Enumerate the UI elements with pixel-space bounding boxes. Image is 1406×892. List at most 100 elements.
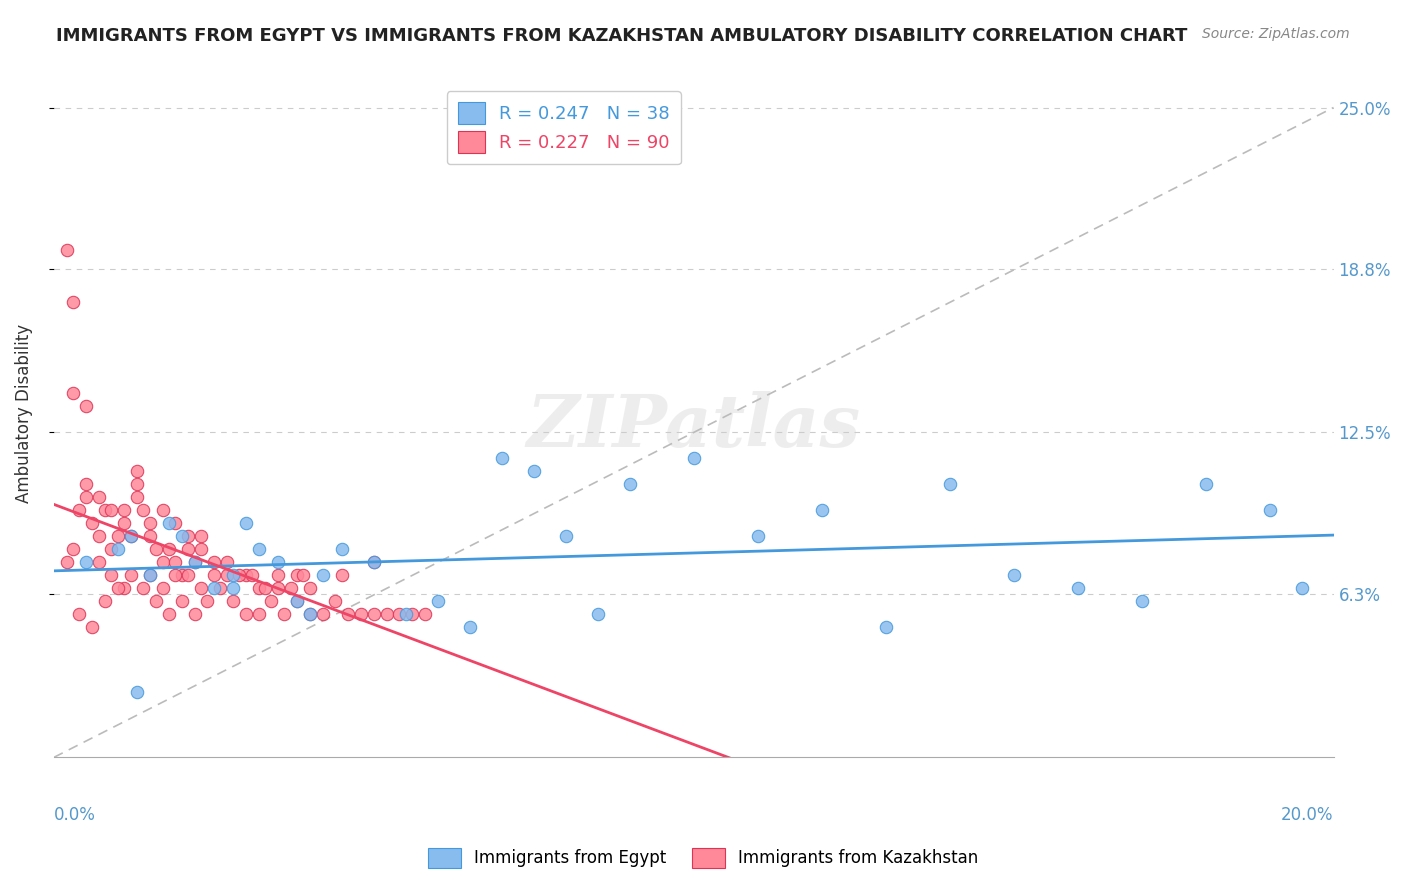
Point (87, 529, 110, 543)
Point (1002, 568, 1025, 582)
Point (1066, 582, 1088, 596)
Point (222, 594, 245, 608)
Point (75, 477, 97, 491)
Point (190, 582, 212, 596)
Point (120, 529, 142, 543)
Point (145, 594, 167, 608)
Point (235, 568, 257, 582)
Point (107, 529, 129, 543)
Point (132, 582, 155, 596)
Point (1194, 477, 1216, 491)
Point (75, 400, 97, 414)
Point (202, 556, 225, 570)
Point (165, 556, 187, 570)
Y-axis label: Ambulatory Disability: Ambulatory Disability (15, 324, 32, 502)
Point (62, 542, 84, 557)
Point (100, 503, 122, 517)
Point (413, 607, 436, 622)
Text: Source: ZipAtlas.com: Source: ZipAtlas.com (1202, 27, 1350, 41)
Point (125, 685, 148, 699)
Point (125, 477, 148, 491)
Point (875, 620, 897, 634)
Point (152, 556, 174, 570)
Point (273, 607, 295, 622)
Point (112, 582, 135, 596)
Point (330, 568, 353, 582)
Point (363, 607, 385, 622)
Point (285, 568, 308, 582)
Point (202, 568, 225, 582)
Point (619, 477, 641, 491)
Point (152, 503, 174, 517)
Point (177, 529, 200, 543)
Point (235, 516, 257, 531)
Point (491, 451, 513, 466)
Point (682, 451, 704, 466)
Point (157, 542, 180, 557)
Point (215, 556, 238, 570)
Point (67, 503, 90, 517)
Point (209, 582, 232, 596)
Point (1130, 594, 1153, 608)
Point (586, 607, 609, 622)
Point (170, 568, 193, 582)
Point (426, 594, 449, 608)
Point (139, 529, 162, 543)
Point (285, 594, 308, 608)
Point (388, 607, 411, 622)
Point (247, 582, 270, 596)
Point (112, 516, 135, 531)
Point (120, 568, 142, 582)
Point (139, 516, 162, 531)
Point (554, 529, 576, 543)
Point (350, 607, 373, 622)
Point (747, 529, 769, 543)
Point (87, 491, 110, 505)
Point (810, 503, 832, 517)
Point (100, 568, 122, 582)
Legend: R = 0.247   N = 38, R = 0.227   N = 90: R = 0.247 N = 38, R = 0.227 N = 90 (447, 91, 681, 164)
Point (260, 594, 283, 608)
Point (75, 556, 97, 570)
Point (337, 607, 360, 622)
Text: 0.0%: 0.0% (53, 805, 96, 823)
Point (190, 529, 212, 543)
Point (267, 568, 290, 582)
Point (87, 556, 110, 570)
Legend: Immigrants from Egypt, Immigrants from Kazakhstan: Immigrants from Egypt, Immigrants from K… (420, 841, 986, 875)
Point (938, 477, 960, 491)
Point (139, 568, 162, 582)
Text: IMMIGRANTS FROM EGYPT VS IMMIGRANTS FROM KAZAKHSTAN AMBULATORY DISABILITY CORREL: IMMIGRANTS FROM EGYPT VS IMMIGRANTS FROM… (56, 27, 1188, 45)
Point (152, 582, 174, 596)
Point (170, 529, 193, 543)
Point (253, 582, 276, 596)
Point (298, 607, 321, 622)
Point (298, 582, 321, 596)
Point (222, 582, 245, 596)
Point (55, 556, 77, 570)
Point (107, 582, 129, 596)
Text: ZIPatlas: ZIPatlas (527, 392, 860, 462)
Point (280, 582, 302, 596)
Point (247, 542, 270, 557)
Point (222, 568, 245, 582)
Point (132, 503, 155, 517)
Point (363, 556, 385, 570)
Point (170, 594, 193, 608)
Point (183, 556, 205, 570)
Point (190, 542, 212, 557)
Point (228, 568, 250, 582)
Point (145, 542, 167, 557)
Point (165, 568, 187, 582)
Point (107, 542, 129, 557)
Point (197, 594, 219, 608)
Point (202, 582, 225, 596)
Point (458, 620, 481, 634)
Point (75, 491, 97, 505)
Point (62, 295, 84, 310)
Point (1258, 503, 1281, 517)
Point (157, 607, 180, 622)
Point (292, 568, 315, 582)
Point (311, 607, 333, 622)
Point (215, 568, 238, 582)
